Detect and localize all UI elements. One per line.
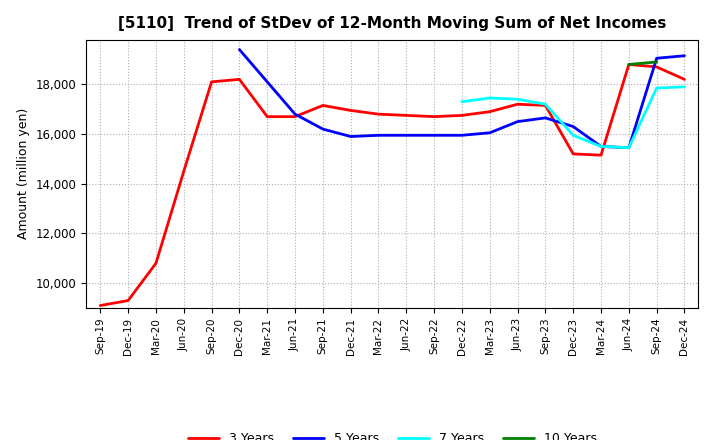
3 Years: [263, 114, 271, 119]
5 Years: [263, 79, 271, 84]
3 Years: [513, 102, 522, 107]
7 Years: [458, 99, 467, 104]
5 Years: [458, 132, 467, 138]
Y-axis label: Amount (million yen): Amount (million yen): [17, 108, 30, 239]
5 Years: [569, 124, 577, 129]
7 Years: [569, 132, 577, 138]
3 Years: [680, 77, 689, 82]
7 Years: [513, 97, 522, 102]
5 Years: [430, 132, 438, 138]
5 Years: [374, 132, 383, 138]
3 Years: [597, 153, 606, 158]
3 Years: [374, 111, 383, 117]
5 Years: [318, 126, 327, 132]
3 Years: [179, 169, 188, 174]
5 Years: [624, 145, 633, 150]
3 Years: [430, 114, 438, 119]
3 Years: [291, 114, 300, 119]
3 Years: [124, 298, 132, 303]
3 Years: [207, 79, 216, 84]
3 Years: [96, 303, 104, 308]
10 Years: [624, 62, 633, 67]
3 Years: [652, 64, 661, 70]
3 Years: [569, 151, 577, 157]
Line: 10 Years: 10 Years: [629, 62, 657, 64]
3 Years: [346, 108, 355, 113]
5 Years: [680, 53, 689, 59]
5 Years: [235, 47, 243, 52]
7 Years: [541, 102, 550, 107]
Title: [5110]  Trend of StDev of 12-Month Moving Sum of Net Incomes: [5110] Trend of StDev of 12-Month Moving…: [118, 16, 667, 32]
3 Years: [541, 103, 550, 108]
Line: 7 Years: 7 Years: [462, 87, 685, 148]
5 Years: [485, 130, 494, 136]
5 Years: [402, 132, 410, 138]
3 Years: [152, 260, 161, 266]
3 Years: [485, 109, 494, 114]
3 Years: [624, 62, 633, 67]
Legend: 3 Years, 5 Years, 7 Years, 10 Years: 3 Years, 5 Years, 7 Years, 10 Years: [183, 427, 602, 440]
5 Years: [541, 115, 550, 121]
3 Years: [318, 103, 327, 108]
5 Years: [597, 144, 606, 149]
3 Years: [458, 113, 467, 118]
7 Years: [652, 85, 661, 91]
5 Years: [291, 111, 300, 117]
7 Years: [680, 84, 689, 89]
3 Years: [402, 113, 410, 118]
Line: 5 Years: 5 Years: [239, 50, 685, 148]
3 Years: [235, 77, 243, 82]
5 Years: [346, 134, 355, 139]
5 Years: [652, 55, 661, 61]
7 Years: [597, 144, 606, 149]
10 Years: [652, 59, 661, 65]
7 Years: [485, 95, 494, 101]
7 Years: [624, 145, 633, 150]
Line: 3 Years: 3 Years: [100, 64, 685, 305]
5 Years: [513, 119, 522, 124]
